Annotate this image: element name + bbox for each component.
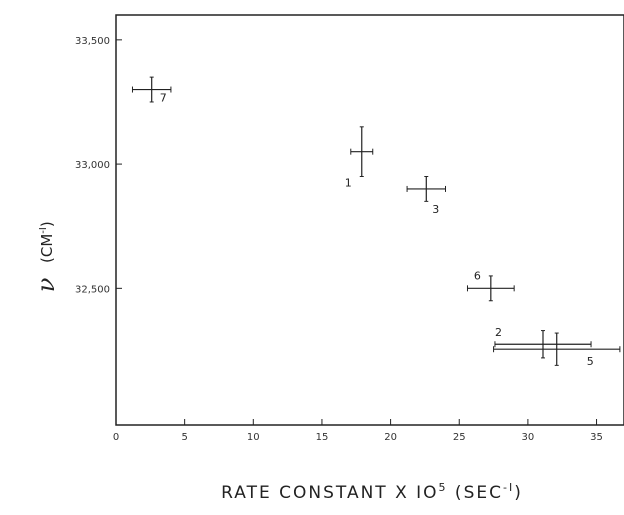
x-tick-label: 15 [316, 432, 329, 443]
point-label: 6 [474, 269, 481, 282]
data-point-3: 3 [406, 176, 447, 216]
data-point-6: 6 [466, 269, 515, 302]
x-tick-label: 5 [181, 432, 187, 443]
data-point-7: 7 [131, 76, 172, 105]
data-point-5: 5 [493, 332, 621, 368]
x-tick-label: 35 [590, 432, 603, 443]
plot-frame [115, 14, 624, 426]
y-axis: 32,500 33,000 33,500 [75, 36, 122, 295]
nu-symbol: ν [32, 278, 60, 293]
point-label: 3 [432, 203, 439, 216]
point-label: 5 [587, 355, 594, 368]
point-label: 2 [495, 326, 502, 339]
point-label: 1 [345, 177, 352, 190]
data-points: 7 1 3 6 2 5 [131, 76, 621, 368]
data-point-2: 2 [494, 326, 592, 359]
y-tick-label: 33,500 [75, 36, 110, 47]
y-axis-unit: (CM-I) [38, 221, 56, 263]
x-axis: 0 5 10 15 20 25 30 35 [113, 419, 603, 443]
x-tick-label: 25 [453, 432, 466, 443]
x-axis-title: RATE CONSTANT X IO5 (SEC-I) [221, 481, 523, 503]
y-axis-title: ν (CM-I) [32, 221, 60, 292]
y-tick-label: 33,000 [75, 160, 110, 171]
point-label: 7 [160, 92, 167, 105]
data-point-1: 1 [345, 126, 374, 190]
x-tick-label: 30 [522, 432, 535, 443]
x-tick-label: 20 [384, 432, 397, 443]
x-tick-label: 0 [113, 432, 119, 443]
x-tick-label: 10 [247, 432, 260, 443]
y-tick-label: 32,500 [75, 284, 110, 295]
